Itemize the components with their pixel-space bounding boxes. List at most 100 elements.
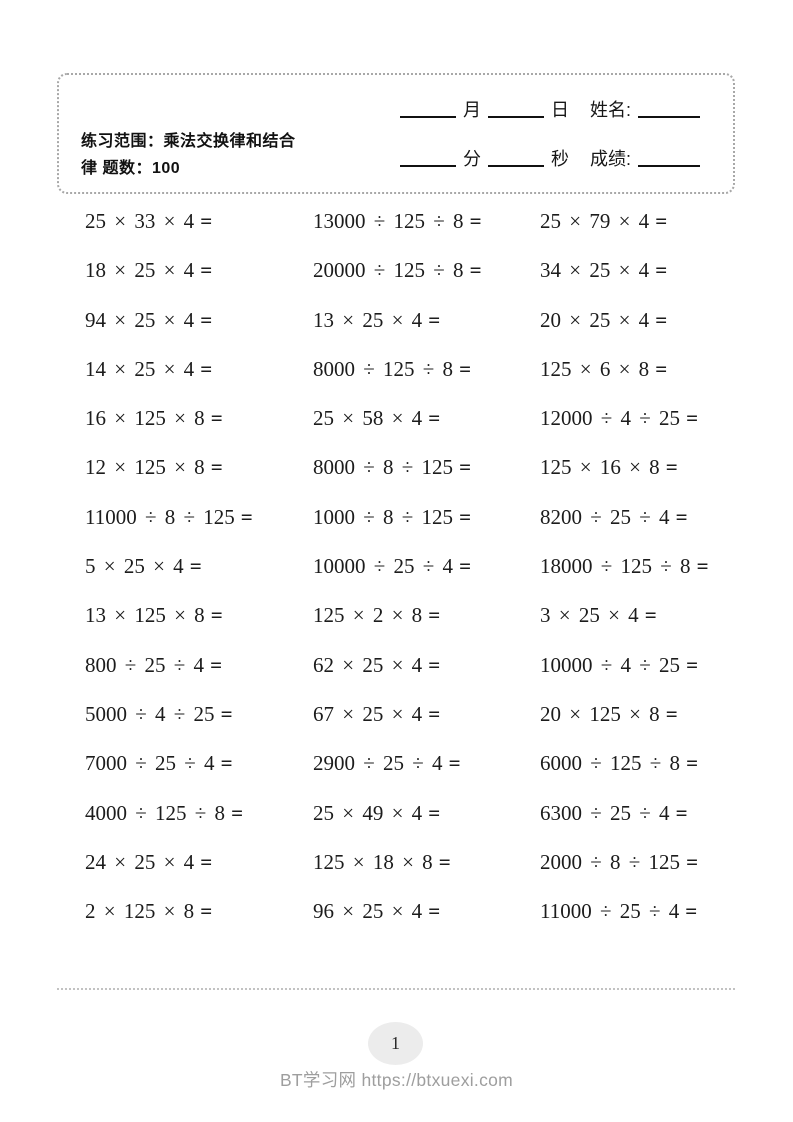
problem-expression: 6000 ÷ 125 ÷ 8 (540, 751, 681, 776)
equals-sign: = (675, 504, 688, 529)
problem-expression: 11000 ÷ 25 ÷ 4 (540, 899, 680, 924)
equals-sign: = (655, 258, 668, 283)
equals-sign: = (428, 307, 441, 332)
problem: 13000 ÷ 125 ÷ 8 = (313, 208, 540, 257)
equals-sign: = (428, 406, 441, 431)
problem: 14 × 25 × 4 = (85, 356, 313, 405)
equals-sign: = (428, 899, 441, 924)
problem: 800 ÷ 25 ÷ 4 = (85, 652, 313, 701)
problem-expression: 5000 ÷ 4 ÷ 25 (85, 701, 215, 726)
header-box: 练习范围：乘法交换律和结合 律 题数：100 月 日 姓名: 分 秒 成绩: (57, 73, 735, 194)
problem: 94 × 25 × 4 = (85, 307, 313, 356)
problem-expression: 34 × 25 × 4 (540, 258, 650, 283)
equals-sign: = (696, 554, 709, 579)
problem-expression: 8000 ÷ 8 ÷ 125 (313, 455, 454, 480)
problem-expression: 3 × 25 × 4 (540, 603, 639, 628)
problem-expression: 18 × 25 × 4 (85, 258, 195, 283)
problem-expression: 2 × 125 × 8 (85, 899, 195, 924)
problem-expression: 800 ÷ 25 ÷ 4 (85, 652, 205, 677)
problem-expression: 13000 ÷ 125 ÷ 8 (313, 209, 464, 233)
problem-expression: 1000 ÷ 8 ÷ 125 (313, 504, 454, 529)
name-blank (638, 116, 701, 118)
problem: 20000 ÷ 125 ÷ 8 = (313, 257, 540, 306)
problem-expression: 16 × 125 × 8 (85, 406, 205, 431)
problem-expression: 25 × 79 × 4 (540, 209, 650, 233)
problem-expression: 18000 ÷ 125 ÷ 8 (540, 554, 691, 579)
equals-sign: = (655, 307, 668, 332)
problem: 10000 ÷ 4 ÷ 25 = (540, 652, 735, 701)
problem: 5000 ÷ 4 ÷ 25 = (85, 701, 313, 750)
score-blank (638, 165, 701, 167)
equals-sign: = (210, 455, 223, 480)
problem-expression: 4000 ÷ 125 ÷ 8 (85, 800, 226, 825)
equals-sign: = (210, 406, 223, 431)
problem: 4000 ÷ 125 ÷ 8 = (85, 800, 313, 849)
problem: 2000 ÷ 8 ÷ 125 = (540, 849, 735, 898)
problem: 8200 ÷ 25 ÷ 4 = (540, 504, 735, 553)
problem: 34 × 25 × 4 = (540, 257, 735, 306)
minute-blank (400, 165, 456, 167)
problem: 11000 ÷ 25 ÷ 4 = (540, 898, 735, 947)
problem-expression: 25 × 33 × 4 (85, 209, 195, 233)
problem: 96 × 25 × 4 = (313, 898, 540, 947)
problem: 24 × 25 × 4 = (85, 849, 313, 898)
equals-sign: = (469, 209, 482, 233)
problem-expression: 24 × 25 × 4 (85, 849, 195, 874)
problem: 13 × 125 × 8 = (85, 602, 313, 651)
equals-sign: = (428, 652, 441, 677)
problems-grid: 25 × 33 × 4 = 13000 ÷ 125 ÷ 8 = 25 × 79 × 4 =… (85, 208, 735, 947)
problem: 10000 ÷ 25 ÷ 4 = (313, 553, 540, 602)
problem-expression: 10000 ÷ 25 ÷ 4 (313, 554, 454, 579)
time-score-row: 分 秒 成绩: (393, 144, 701, 170)
month-blank (400, 116, 456, 118)
equals-sign: = (200, 307, 213, 332)
problem-expression: 25 × 49 × 4 (313, 800, 423, 825)
second-label: 秒 (551, 149, 569, 169)
month-label: 月 (463, 100, 481, 120)
problem-expression: 20000 ÷ 125 ÷ 8 (313, 258, 464, 283)
equals-sign: = (685, 899, 698, 924)
problem: 16 × 125 × 8 = (85, 405, 313, 454)
equals-sign: = (686, 751, 699, 776)
equals-sign: = (189, 554, 202, 579)
problem: 25 × 58 × 4 = (313, 405, 540, 454)
practice-scope-line1: 练习范围：乘法交换律和结合 (81, 133, 296, 150)
problem-expression: 12 × 125 × 8 (85, 455, 205, 480)
equals-sign: = (210, 603, 223, 628)
equals-sign: = (686, 406, 699, 431)
equals-sign: = (686, 849, 699, 874)
day-label: 日 (551, 100, 569, 120)
equals-sign: = (655, 356, 668, 381)
practice-scope-line2: 律 题数：100 (81, 160, 181, 177)
problem-expression: 67 × 25 × 4 (313, 701, 423, 726)
equals-sign: = (438, 849, 451, 874)
problem: 2 × 125 × 8 = (85, 898, 313, 947)
equals-sign: = (200, 209, 213, 233)
equals-sign: = (655, 209, 668, 233)
equals-sign: = (428, 800, 441, 825)
problem-expression: 125 × 2 × 8 (313, 603, 423, 628)
equals-sign: = (200, 258, 213, 283)
problem-expression: 7000 ÷ 25 ÷ 4 (85, 751, 215, 776)
equals-sign: = (686, 652, 699, 677)
problem: 67 × 25 × 4 = (313, 701, 540, 750)
problem: 6300 ÷ 25 ÷ 4 = (540, 800, 735, 849)
second-blank (488, 165, 544, 167)
equals-sign: = (665, 455, 678, 480)
problem-expression: 2900 ÷ 25 ÷ 4 (313, 751, 443, 776)
problem: 18 × 25 × 4 = (85, 257, 313, 306)
problem: 6000 ÷ 125 ÷ 8 = (540, 750, 735, 799)
problem: 62 × 25 × 4 = (313, 652, 540, 701)
problem-expression: 13 × 125 × 8 (85, 603, 205, 628)
equals-sign: = (469, 258, 482, 283)
footer-separator (57, 988, 735, 990)
date-name-row: 月 日 姓名: (393, 95, 701, 121)
problem-expression: 5 × 25 × 4 (85, 554, 184, 579)
problem-expression: 6300 ÷ 25 ÷ 4 (540, 800, 670, 825)
problem: 20 × 25 × 4 = (540, 307, 735, 356)
problem: 1000 ÷ 8 ÷ 125 = (313, 504, 540, 553)
day-blank (488, 116, 544, 118)
problem: 25 × 49 × 4 = (313, 800, 540, 849)
problem: 8000 ÷ 8 ÷ 125 = (313, 454, 540, 503)
problem: 125 × 16 × 8 = (540, 454, 735, 503)
